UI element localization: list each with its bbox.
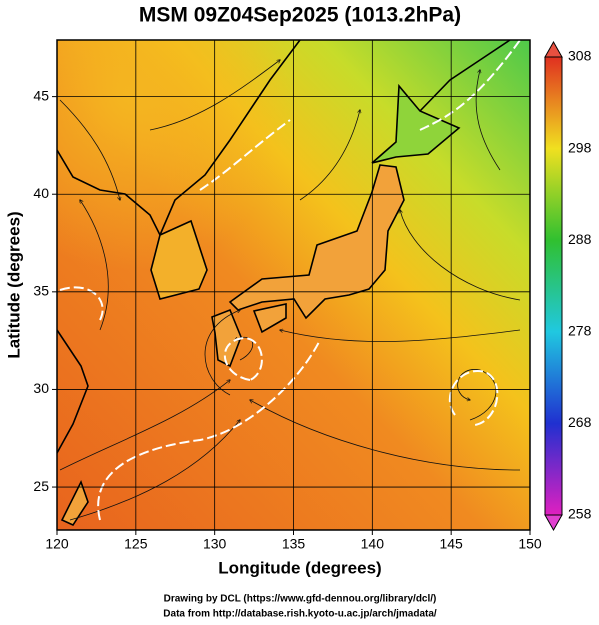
- colorbar-extend: [544, 514, 563, 532]
- coastline: [159, 40, 301, 236]
- coastline: [57, 329, 89, 454]
- coastline: [419, 40, 511, 112]
- streamline: [149, 60, 280, 131]
- x-tick-label: 145: [439, 536, 463, 552]
- colorbar-scale: [544, 56, 563, 516]
- y-tick-label: 30: [33, 380, 49, 396]
- y-tick-label: 45: [33, 87, 49, 103]
- contour: [224, 336, 263, 381]
- x-tick-label: 120: [45, 536, 69, 552]
- plot-frame: [56, 39, 531, 531]
- streamline: [59, 380, 230, 471]
- coastline: [252, 303, 287, 334]
- streamline: [280, 330, 521, 342]
- colorbar-tick-label: 288: [568, 231, 592, 247]
- y-tick-label: 40: [33, 185, 49, 201]
- colorbar-tick-label: 278: [568, 323, 592, 339]
- contour: [448, 369, 499, 426]
- streamline: [250, 400, 521, 471]
- x-axis-label: Longitude (degrees): [218, 558, 381, 577]
- streamline: [69, 420, 240, 521]
- colorbar-extend: [544, 40, 563, 58]
- streamlines: [59, 60, 521, 521]
- y-axis-label: Latitude (degrees): [4, 211, 23, 358]
- colorbar-tick-label: 298: [568, 139, 592, 155]
- y-tick-label: 25: [33, 478, 49, 494]
- contour: [59, 286, 104, 321]
- credit: Data from http://database.rish.kyoto-u.a…: [163, 609, 437, 620]
- x-tick-label: 140: [361, 536, 385, 552]
- chart-title: MSM 09Z04Sep2025 (1013.2hPa): [139, 4, 461, 27]
- colorbar-tick-label: 268: [568, 414, 592, 430]
- colorbar-tick-label: 258: [568, 506, 592, 522]
- coastline: [57, 149, 161, 236]
- streamline: [204, 310, 240, 396]
- y-tick-label: 35: [33, 283, 49, 299]
- coastline: [150, 219, 208, 300]
- streamline: [400, 210, 521, 301]
- contour: [199, 119, 291, 191]
- x-tick-label: 135: [282, 536, 306, 552]
- coastline: [228, 164, 405, 320]
- x-tick-label: 150: [518, 536, 542, 552]
- colorbar-tick-label: 308: [568, 48, 592, 64]
- streamline: [299, 110, 360, 201]
- x-tick-label: 125: [124, 536, 148, 552]
- colorbar: [544, 40, 563, 532]
- streamline: [80, 200, 109, 331]
- coastline: [60, 479, 89, 527]
- streamline: [475, 70, 501, 171]
- x-tick-label: 130: [203, 536, 227, 552]
- streamline: [59, 99, 120, 200]
- credit: Drawing by DCL (https://www.gfd-dennou.o…: [164, 594, 437, 605]
- contour: [419, 40, 521, 131]
